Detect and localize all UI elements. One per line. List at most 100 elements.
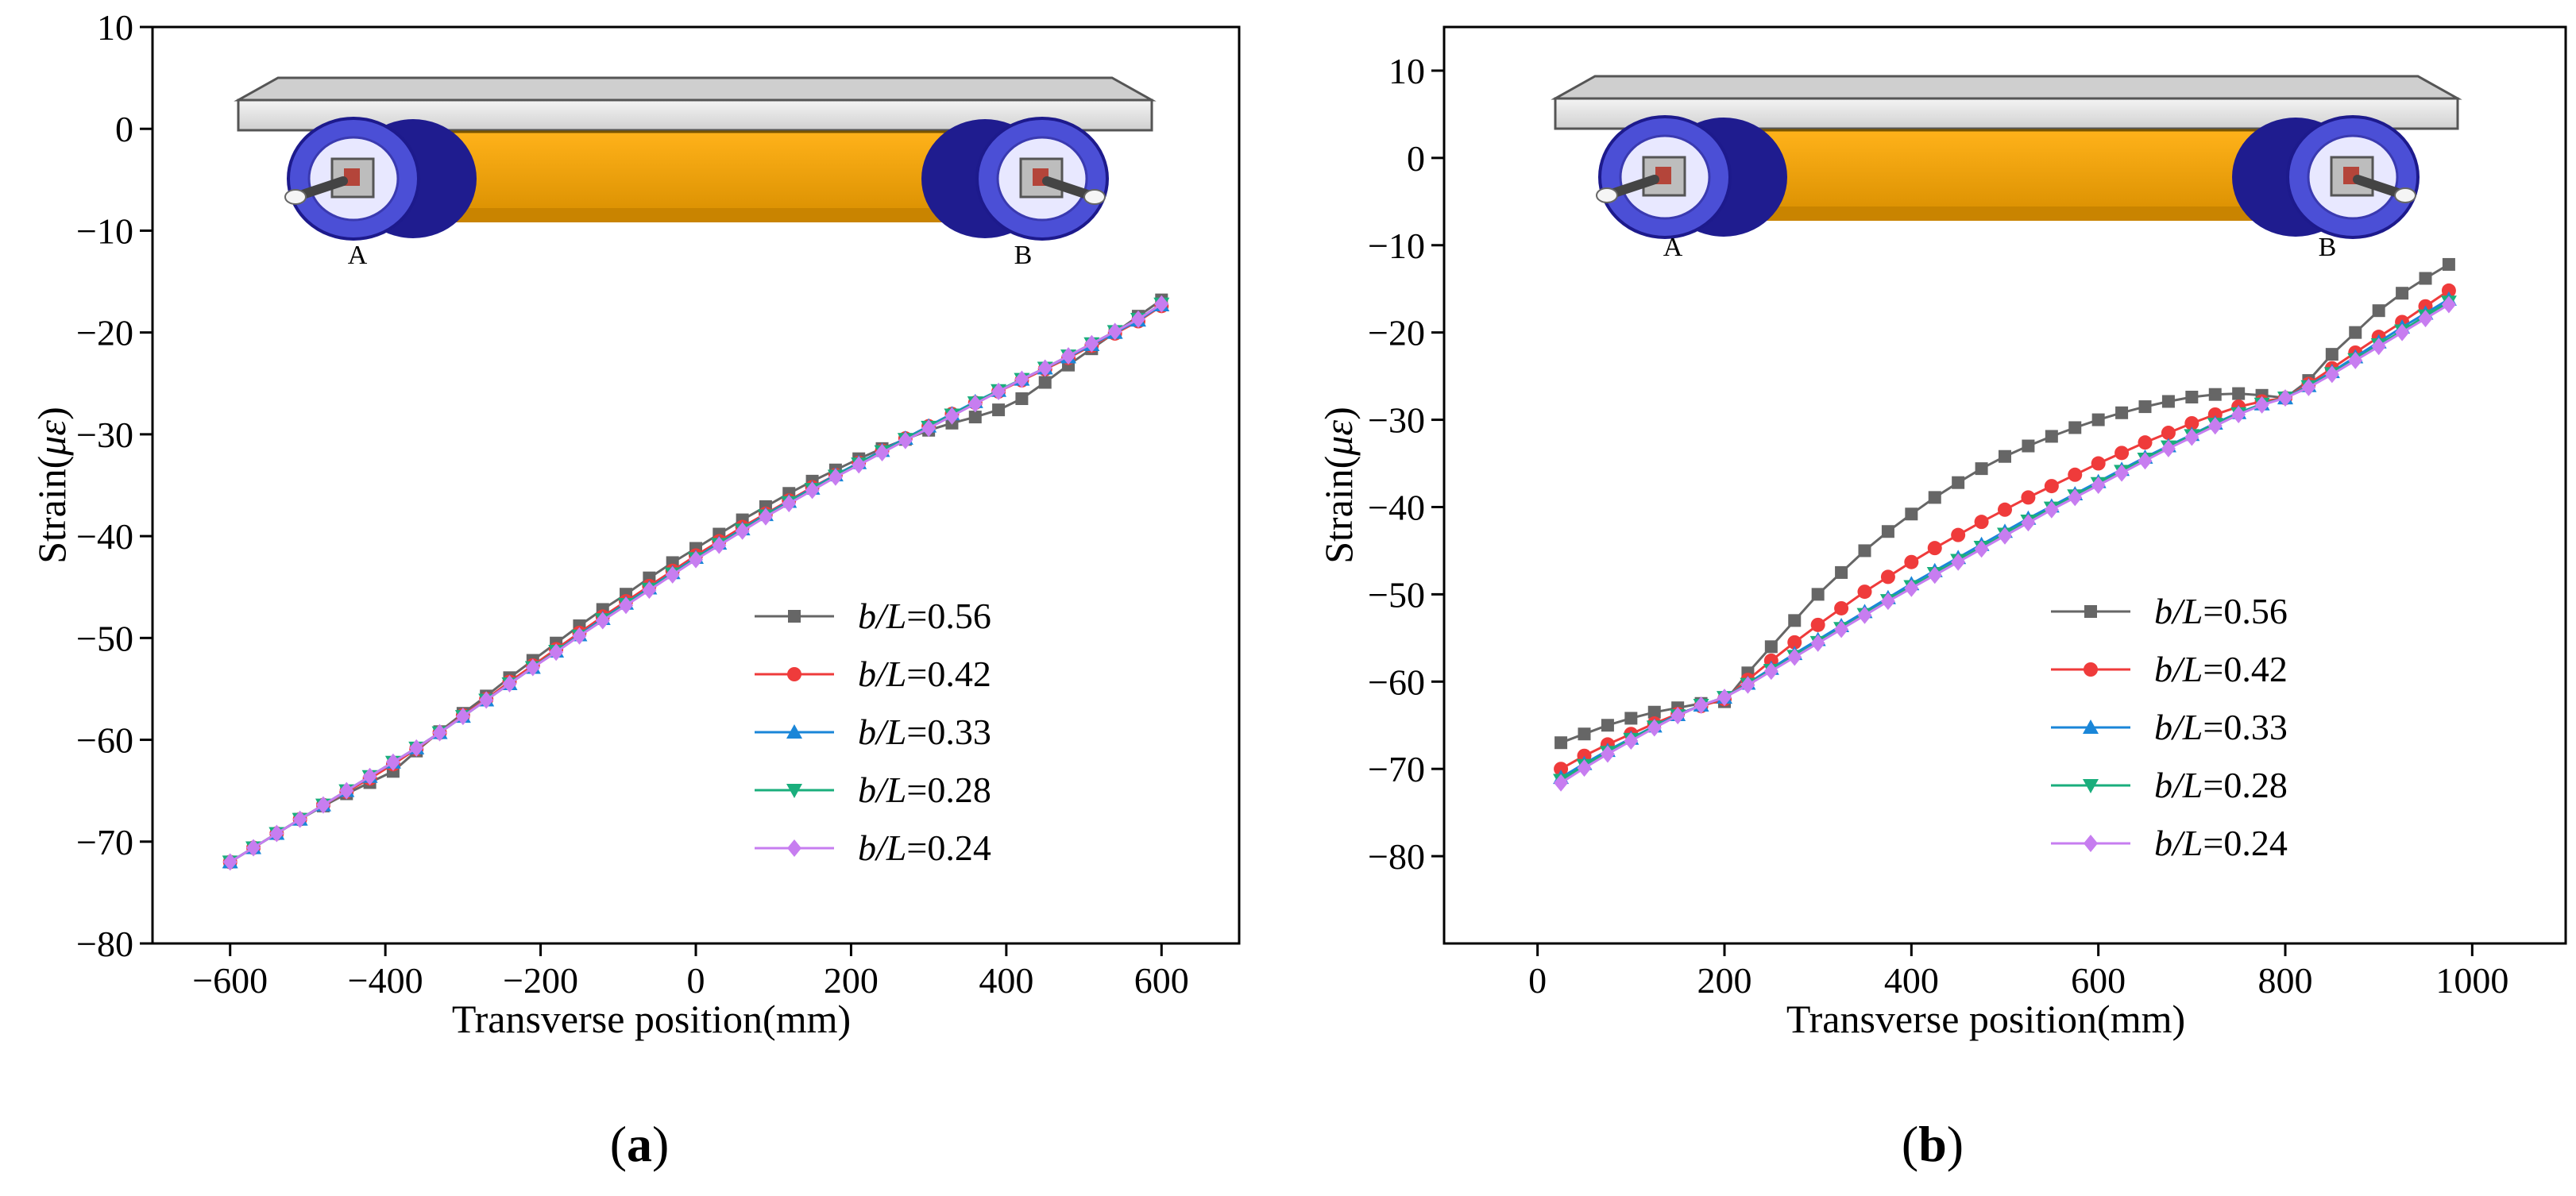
- chart-b-y-tick-label: −50: [1368, 574, 1425, 615]
- chart-b-x-tick-label: 800: [2258, 960, 2313, 1001]
- chart-b-series-0-point: [2349, 326, 2362, 339]
- chart-b-legend-label-4: b/L=0.24: [2154, 823, 2288, 863]
- panel-label-a: (a): [610, 1116, 670, 1172]
- chart-b-series-1-point: [1998, 502, 2012, 517]
- chart-b-legend-label-2: b/L=0.33: [2154, 707, 2288, 747]
- chart-b-series-0-point: [1835, 565, 1848, 579]
- chart-a-legend-marker-1: [787, 667, 801, 681]
- chart-a-series-4-point: [246, 839, 261, 857]
- chart-b-series-0-point: [1975, 462, 1988, 476]
- chart-a-y-tick-label: −70: [76, 822, 133, 862]
- chart-b-series-1-point: [1787, 635, 1802, 650]
- chart-a-x-tick-label: −200: [503, 960, 578, 1001]
- chart-a-series-4-point: [1107, 322, 1122, 341]
- chart-a-series-4-point: [525, 658, 540, 677]
- chart-b-y-tick-label: −20: [1368, 313, 1425, 353]
- chart-a-series-4-point: [432, 723, 447, 742]
- support-a-label: A: [348, 241, 368, 270]
- chart-b-series-4-point: [2324, 365, 2339, 384]
- chart-b-series-1-point: [2021, 490, 2036, 505]
- chart-a-series-4-point: [875, 443, 890, 461]
- bridge-diagram-b: A B: [1551, 75, 2462, 262]
- chart-b-series-4-point: [2114, 464, 2130, 482]
- chart-b-series-1-point: [1904, 554, 1919, 569]
- chart-a-series-4-point: [572, 627, 587, 645]
- chart-a-series-4-point: [898, 431, 913, 449]
- chart-a-series-0-point: [968, 411, 982, 424]
- chart-b-series-4-point: [1904, 579, 1919, 597]
- chart-a-series-4-point: [967, 395, 983, 413]
- chart-a-series-4-point: [735, 522, 750, 540]
- chart-a-series-4-point: [549, 643, 564, 662]
- chart-a-legend-label-0: b/L=0.56: [858, 596, 991, 636]
- chart-b-series-1-point: [2068, 467, 2083, 482]
- legend-a: b/L=0.56 b/L=0.42 b/L=0.33 b/L=0.28 b/L=0.24: [755, 596, 991, 868]
- chart-b-series-4-point: [2441, 295, 2456, 314]
- chart-b-series-0-point: [1811, 588, 1825, 601]
- chart-a-series-4-point: [1154, 295, 1169, 313]
- chart-b-series-1-point: [1554, 762, 1569, 777]
- chart-b: A B 0 200 400 600 800 1000 10 0 −10 −20 −30 −40 −50…: [1316, 25, 2567, 1041]
- chart-a-series-4-point: [595, 612, 610, 630]
- y-axis-label-b: Strain(με): [1316, 407, 1361, 564]
- chart-a-series-4-point: [339, 781, 354, 800]
- bridge-diagram-a: A B: [234, 76, 1157, 270]
- chart-a: A B −600 −400 −200 0 200 400 600 10 0 −10 −20 −30 −…: [29, 7, 1241, 1041]
- chart-a-x-tick-label: 600: [1134, 960, 1189, 1001]
- chart-b-y-tick-label: −80: [1368, 836, 1425, 877]
- chart-b-series-4-point: [2068, 488, 2083, 507]
- chart-a-series-4-point: [455, 708, 470, 726]
- chart-b-series-4-point: [2395, 323, 2410, 341]
- chart-b-legend-marker-3: [2083, 779, 2099, 793]
- chart-b-y-tick-label: −30: [1368, 400, 1425, 441]
- chart-b-series-0-point: [2091, 413, 2105, 426]
- chart-b-series-0-point: [2442, 257, 2455, 271]
- chart-a-series-4-point: [1084, 334, 1099, 353]
- chart-b-legend-label-0: b/L=0.56: [2154, 591, 2288, 631]
- chart-b-y-tick-label: −70: [1368, 749, 1425, 789]
- chart-b-series-1-point: [1810, 617, 1825, 632]
- chart-b-series-4-point: [2231, 405, 2246, 423]
- chart-a-series-4-point: [1014, 370, 1029, 388]
- chart-b-series-1-point: [1927, 541, 1942, 556]
- chart-b-series-4-point: [1717, 689, 1732, 707]
- chart-b-series-4-point: [2161, 439, 2176, 457]
- chart-b-series-4-point: [1670, 707, 1686, 725]
- chart-a-series-4-point: [991, 383, 1006, 401]
- chart-b-series-4-point: [2207, 417, 2223, 435]
- chart-a-series-4-point: [1061, 347, 1076, 365]
- chart-b-x-tick-label: 0: [1528, 960, 1547, 1001]
- chart-a-legend-marker-2: [786, 724, 802, 739]
- panel-label-b: (b): [1902, 1116, 1964, 1172]
- chart-b-series-0-point: [1881, 525, 1894, 538]
- chart-b-series-4-point: [1998, 527, 2012, 545]
- chart-b-series-0-point: [2022, 439, 2035, 453]
- chart-b-series-4-point: [1880, 592, 1895, 611]
- chart-a-series-4-point: [921, 419, 937, 438]
- chart-b-series-4-point: [1763, 662, 1778, 681]
- chart-b-series-4-point: [2278, 389, 2292, 407]
- chart-a-series-4-point: [828, 468, 843, 486]
- chart-b-series-0-point: [1905, 507, 1918, 521]
- chart-b-y-tick-label: −60: [1368, 662, 1425, 702]
- chart-b-series-4-point: [1834, 620, 1849, 639]
- chart-b-series-4-point: [2254, 395, 2269, 414]
- chart-b-series-0-point: [2232, 387, 2246, 400]
- chart-b-series-4-point: [1787, 648, 1802, 666]
- chart-b-series-0-point: [1647, 705, 1661, 719]
- chart-b-series-4-point: [2138, 452, 2153, 470]
- chart-a-legend-marker-4: [787, 839, 801, 857]
- chart-a-series-0-point: [992, 403, 1006, 417]
- chart-b-series-4-point: [2044, 500, 2059, 519]
- chart-a-series-4-point: [619, 596, 634, 615]
- chart-b-series-1-point: [2441, 283, 2456, 298]
- chart-a-series-4-point: [758, 507, 773, 526]
- chart-b-series-0-point: [2208, 388, 2222, 401]
- chart-b-legend-marker-0: [2084, 605, 2097, 618]
- chart-b-y-tick-label: 0: [1407, 138, 1425, 179]
- chart-b-x-tick-label: 200: [1697, 960, 1752, 1001]
- chart-b-series-4-point: [2091, 476, 2106, 494]
- chart-a-series-4-point: [1037, 359, 1052, 377]
- chart-a-x-tick-label: −400: [348, 960, 423, 1001]
- legend-b: b/L=0.56 b/L=0.42 b/L=0.33 b/L=0.28 b/L=0.24: [2051, 591, 2288, 863]
